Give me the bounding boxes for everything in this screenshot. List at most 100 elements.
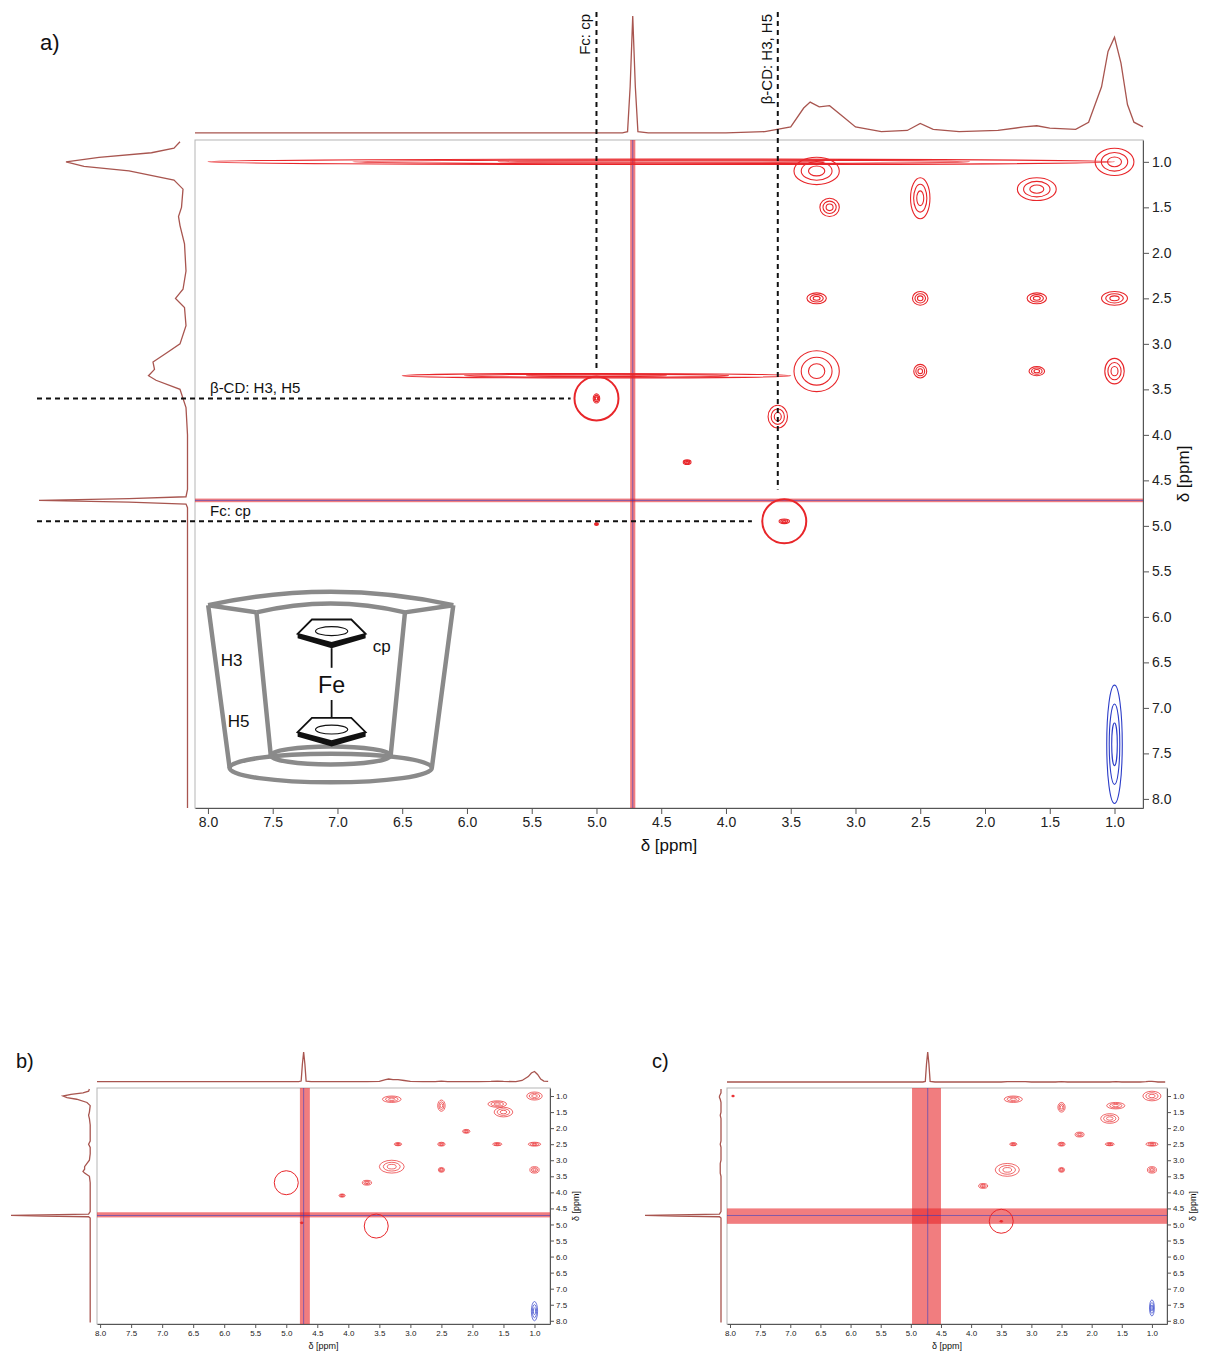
guide-label: β-CD: H3, H5 xyxy=(758,14,775,104)
y-tick: 8.0 xyxy=(1143,791,1172,807)
y-tick-mark xyxy=(550,1112,554,1113)
panel: 8.07.57.06.56.05.55.04.54.03.53.02.52.01… xyxy=(645,1052,1198,1351)
y-tick: 1.0 xyxy=(1167,1092,1185,1101)
x-tick-label: 2.5 xyxy=(911,814,931,830)
contour xyxy=(594,395,598,401)
y-tick-label: 1.5 xyxy=(556,1108,568,1117)
peak-group xyxy=(208,148,1134,525)
x-tick: 3.0 xyxy=(405,1324,417,1338)
x-tick-mark xyxy=(255,1324,256,1328)
highlight-circle xyxy=(364,1214,388,1238)
contour xyxy=(440,1104,443,1108)
y-tick-label: 8.0 xyxy=(1152,791,1172,807)
x-tick-label: 2.0 xyxy=(467,1329,479,1338)
x-tick: 1.5 xyxy=(1041,808,1061,830)
highlight-circle xyxy=(762,499,806,543)
y-tick-mark xyxy=(1143,162,1149,163)
y-tick: 7.5 xyxy=(1143,745,1172,761)
contour xyxy=(383,1162,400,1171)
x-tick: 7.0 xyxy=(328,808,348,830)
contour xyxy=(301,1222,302,1223)
solvent-band-vertical xyxy=(630,140,635,808)
y-tick-label: 7.0 xyxy=(556,1285,568,1294)
contour xyxy=(982,1185,985,1187)
solvent-line-vertical xyxy=(632,140,633,808)
y-tick-label: 7.5 xyxy=(1173,1301,1185,1310)
y-tick: 5.5 xyxy=(1143,563,1172,579)
solvent-line-horizontal xyxy=(97,1215,550,1216)
contour xyxy=(1001,1221,1002,1222)
x-tick-label: 3.5 xyxy=(996,1329,1008,1338)
y-tick: 2.5 xyxy=(550,1140,568,1149)
x-tick-label: 7.0 xyxy=(785,1329,797,1338)
x-tick-label: 3.5 xyxy=(782,814,802,830)
y-tick-mark xyxy=(1167,1289,1171,1290)
peak-group xyxy=(1150,1300,1155,1316)
x-tick-label: 4.0 xyxy=(343,1329,355,1338)
x-tick: 3.0 xyxy=(1026,1324,1038,1338)
contour xyxy=(782,521,786,523)
contour xyxy=(915,294,926,303)
x-tick: 6.0 xyxy=(845,1324,857,1338)
y-tick: 5.0 xyxy=(1143,518,1172,534)
y-tick: 7.0 xyxy=(1143,700,1172,716)
y-axis-title: δ [ppm] xyxy=(1188,1191,1198,1221)
x-tick-label: 6.5 xyxy=(188,1329,200,1338)
cp-ring xyxy=(298,619,366,642)
x-tick: 4.0 xyxy=(966,1324,978,1338)
contour xyxy=(494,1107,513,1117)
contour xyxy=(911,178,930,219)
contour xyxy=(1101,1114,1119,1124)
y-tick-mark xyxy=(1143,753,1149,754)
y-tick-label: 2.5 xyxy=(1173,1140,1185,1149)
x-tick-label: 5.0 xyxy=(906,1329,918,1338)
contour xyxy=(810,295,823,302)
x-tick-mark xyxy=(193,1324,194,1328)
contour xyxy=(438,1142,445,1146)
y-tick: 8.0 xyxy=(1167,1317,1185,1326)
y-tick-mark xyxy=(1167,1192,1171,1193)
x-tick-mark xyxy=(534,1324,535,1328)
contour xyxy=(1033,296,1040,300)
y-tick: 4.0 xyxy=(1167,1188,1185,1197)
projection-top xyxy=(727,1052,1165,1082)
y-tick-mark xyxy=(1143,298,1149,299)
contour xyxy=(1058,1102,1065,1112)
contour xyxy=(999,1221,1003,1222)
contour xyxy=(382,1096,401,1102)
contour xyxy=(533,1169,536,1171)
contour xyxy=(1059,1104,1064,1111)
y-tick: 4.0 xyxy=(1143,427,1172,443)
inset-label: H3 xyxy=(221,651,243,670)
contour xyxy=(1106,294,1124,303)
y-tick-label: 1.5 xyxy=(1152,199,1172,215)
inset: H3H5cpFe xyxy=(208,592,453,783)
y-tick-mark xyxy=(1143,480,1149,481)
y-tick-mark xyxy=(1143,799,1149,800)
contour xyxy=(912,292,928,306)
panel: 8.07.57.06.56.05.55.04.54.03.53.02.52.01… xyxy=(37,12,1193,855)
contour xyxy=(1106,1117,1113,1120)
y-tick-mark xyxy=(1167,1224,1171,1225)
x-tick-label: 1.5 xyxy=(1041,814,1061,830)
cp-top xyxy=(298,619,366,648)
x-tick-label: 4.0 xyxy=(717,814,737,830)
y-tick: 6.5 xyxy=(1167,1269,1185,1278)
contour xyxy=(593,394,599,403)
x-tick-mark xyxy=(1031,1324,1032,1328)
peak-group xyxy=(531,1302,537,1321)
contour xyxy=(1102,292,1128,306)
solvent-line-horizontal xyxy=(727,1215,1167,1216)
contour xyxy=(340,1194,344,1196)
x-tick-label: 1.0 xyxy=(1147,1329,1159,1338)
x-tick-label: 8.0 xyxy=(199,814,219,830)
x-tick: 3.0 xyxy=(846,808,866,830)
x-tick-label: 1.5 xyxy=(1117,1329,1129,1338)
x-tick-label: 6.5 xyxy=(815,1329,827,1338)
x-tick: 1.0 xyxy=(1147,1324,1159,1338)
x-tick-mark xyxy=(379,1324,380,1328)
y-tick-label: 3.5 xyxy=(1152,381,1172,397)
y-tick-mark xyxy=(1167,1321,1171,1322)
y-tick-label: 2.5 xyxy=(556,1140,568,1149)
contour xyxy=(397,1144,400,1145)
